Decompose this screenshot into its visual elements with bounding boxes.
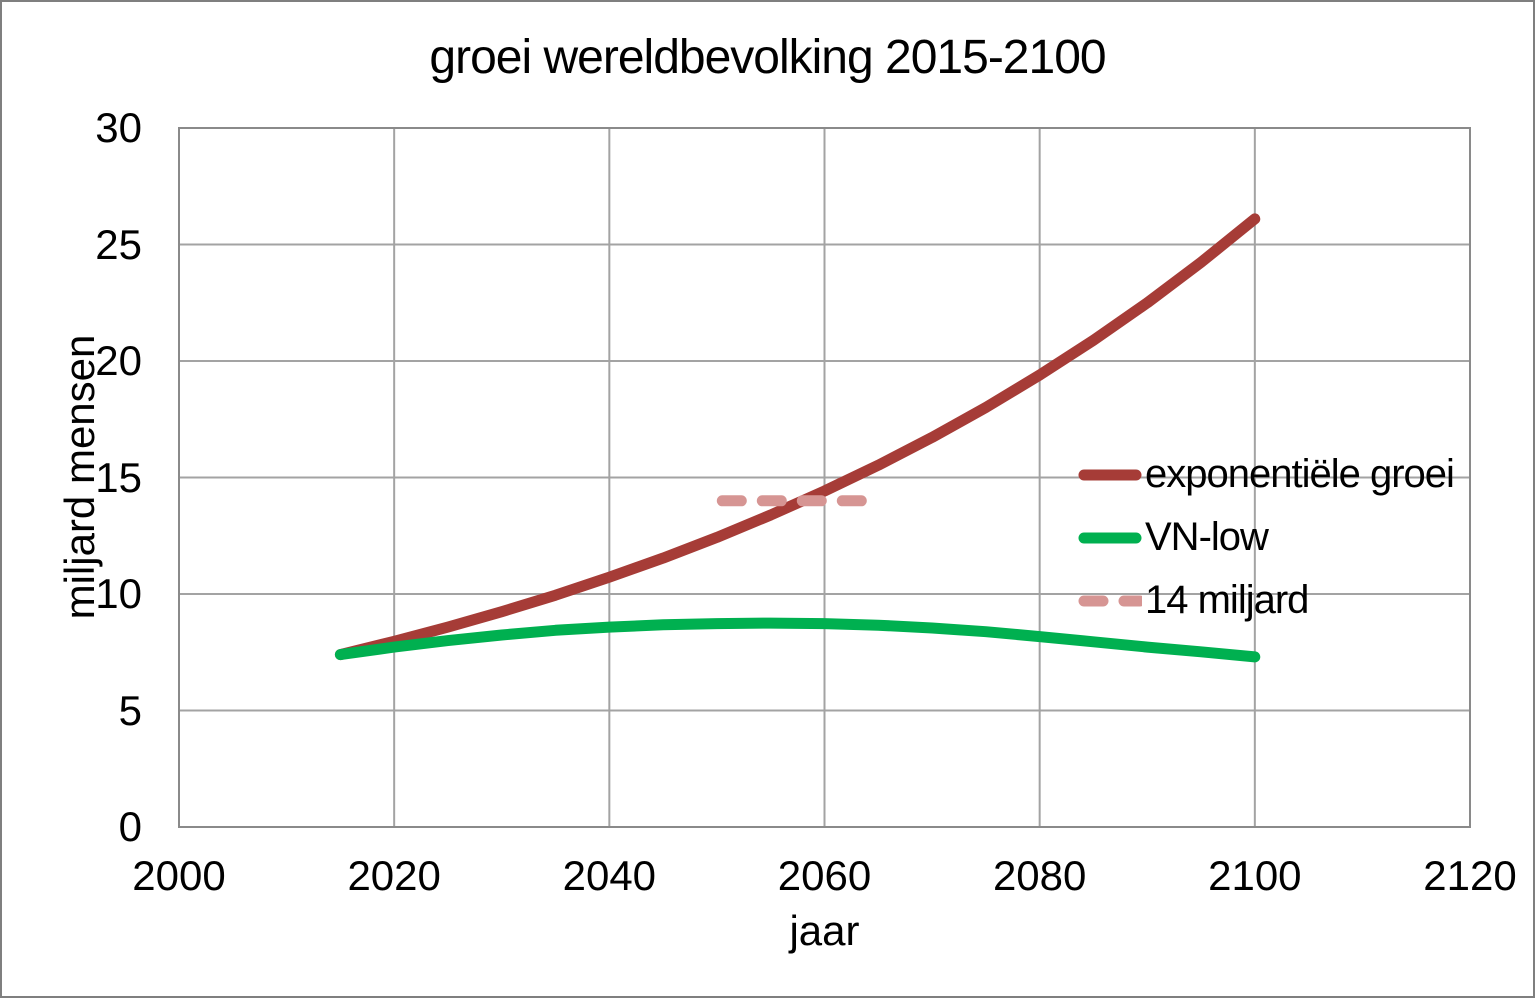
x-tick-label: 2100 bbox=[1208, 852, 1302, 899]
legend-item-exponentiele-groei: exponentiële groei bbox=[1078, 443, 1455, 506]
legend-swatch-solid-line-icon bbox=[1078, 532, 1142, 543]
y-tick-label: 5 bbox=[118, 686, 142, 734]
chart-title: groei wereldbevolking 2015-2100 bbox=[429, 31, 1106, 84]
x-tick-label: 2000 bbox=[132, 852, 226, 899]
legend-label: exponentiële groei bbox=[1145, 452, 1455, 496]
y-tick-label: 30 bbox=[95, 104, 142, 151]
y-tick-label: 25 bbox=[95, 220, 142, 268]
y-tick-label: 15 bbox=[95, 453, 142, 501]
x-tick-label: 2020 bbox=[347, 852, 441, 899]
y-tick-label: 0 bbox=[118, 803, 142, 850]
x-tick-label: 2040 bbox=[562, 852, 657, 899]
legend-item-vn-low: VN-low bbox=[1078, 506, 1454, 569]
y-tick-label: 20 bbox=[95, 337, 142, 384]
legend-label: 14 miljard bbox=[1145, 578, 1309, 622]
legend-label: VN-low bbox=[1145, 515, 1269, 559]
y-tick-label: 10 bbox=[95, 570, 142, 617]
legend: exponentiële groei VN-low 14 miljard bbox=[1078, 443, 1455, 632]
legend-item-14-miljard: 14 miljard bbox=[1078, 569, 1454, 632]
x-tick-label: 2060 bbox=[777, 852, 872, 899]
x-axis-title: jaar bbox=[789, 907, 860, 954]
x-tick-label: 2080 bbox=[992, 852, 1087, 899]
legend-swatch-dashed-line-icon bbox=[1078, 595, 1142, 606]
x-tick-label: 2120 bbox=[1423, 852, 1517, 899]
legend-swatch-solid-line-icon bbox=[1078, 469, 1142, 480]
